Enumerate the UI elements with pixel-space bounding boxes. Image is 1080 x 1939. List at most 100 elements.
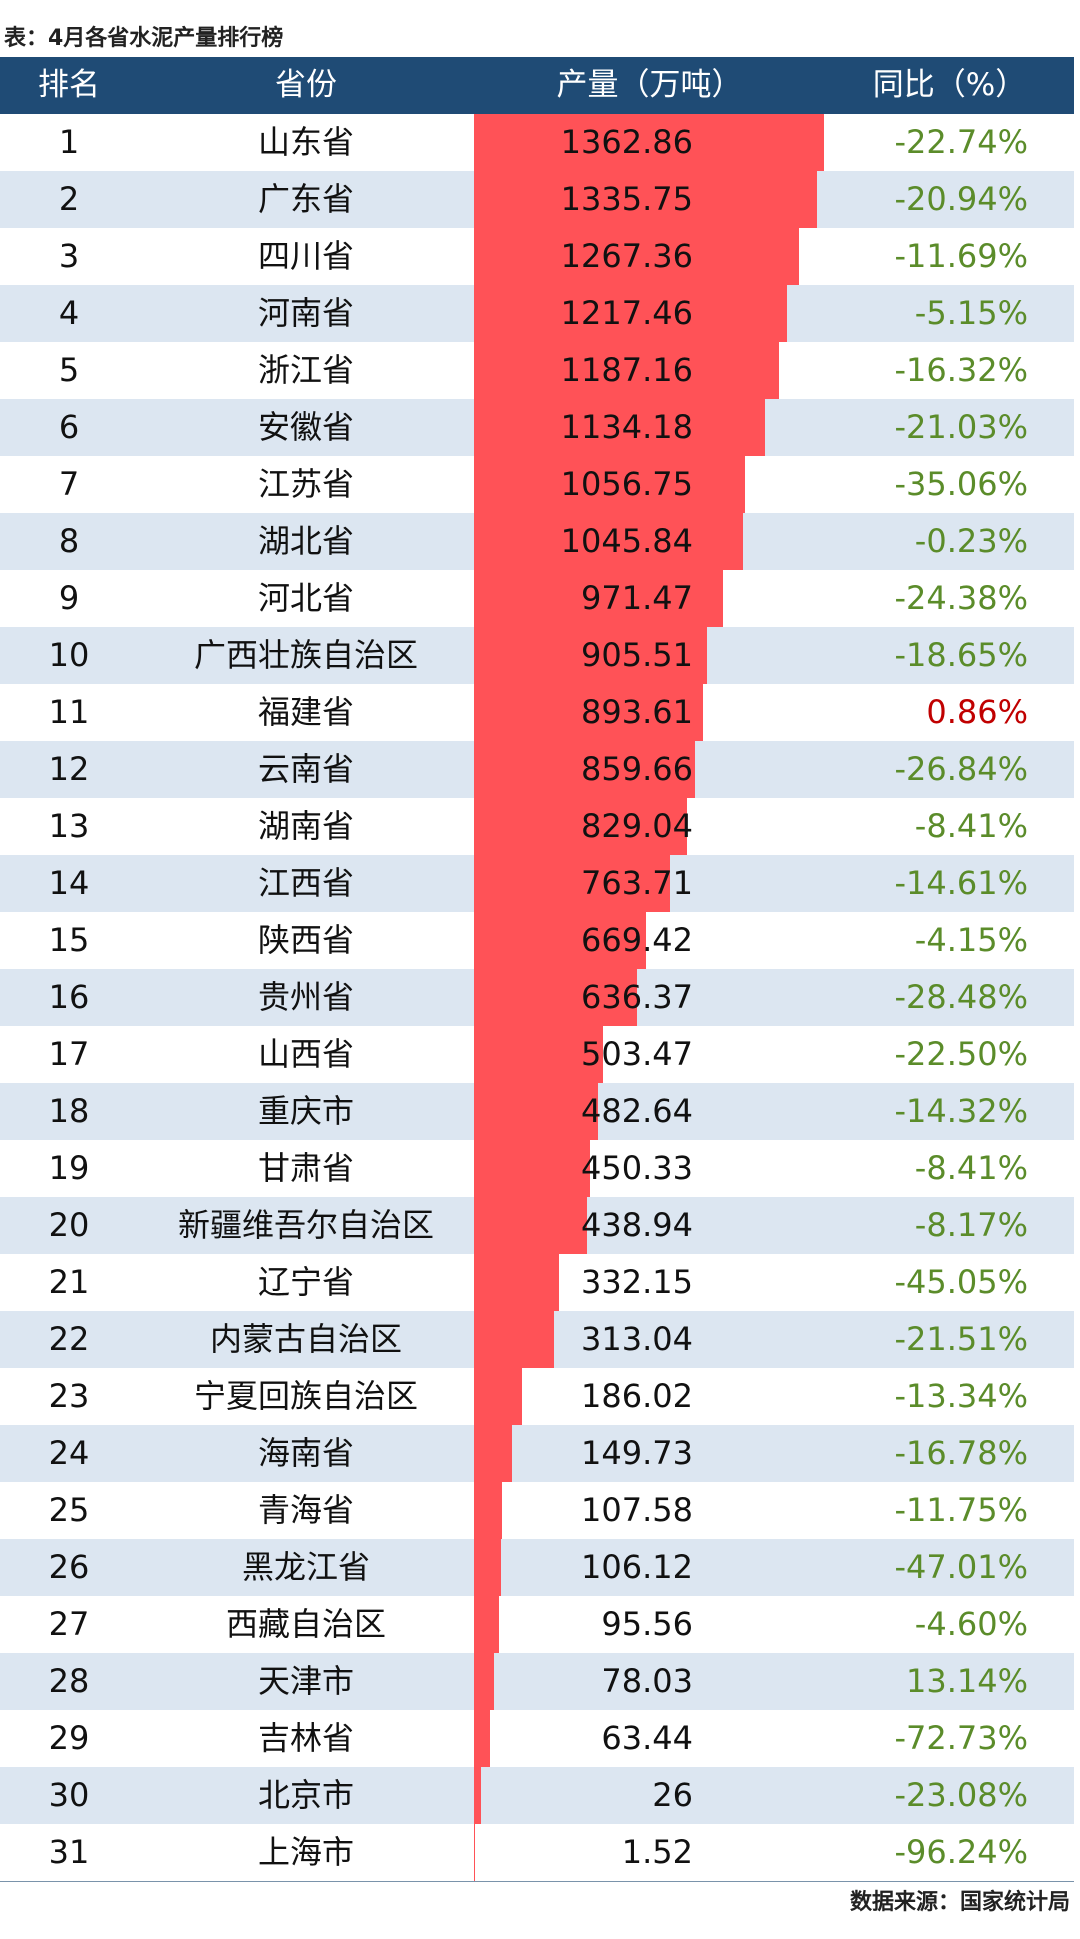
rank-cell: 20	[48, 1206, 90, 1244]
yoy-cell: -26.84%	[894, 750, 1028, 788]
bottom-rule	[0, 1881, 1074, 1882]
rank-cell: 29	[48, 1719, 90, 1757]
source-note: 数据来源：国家统计局	[849, 1890, 1070, 1915]
table-row: 20 新疆维吾尔自治区 438.94 -8.17%	[0, 1197, 1074, 1254]
province-cell: 河南省	[257, 294, 354, 332]
table-row: 26 黑龙江省 106.12 -47.01%	[0, 1539, 1074, 1596]
table-row: 4 河南省 1217.46 -5.15%	[0, 285, 1074, 342]
table-row: 6 安徽省 1134.18 -21.03%	[0, 399, 1074, 456]
province-cell: 甘肃省	[257, 1149, 354, 1187]
yoy-cell: -22.50%	[894, 1035, 1028, 1073]
production-cell: 1.52	[621, 1833, 693, 1871]
table-row: 16 贵州省 636.37 -28.48%	[0, 969, 1074, 1026]
table-row: 7 江苏省 1056.75 -35.06%	[0, 456, 1074, 513]
province-cell: 西藏自治区	[225, 1605, 386, 1643]
production-cell: 1267.36	[560, 237, 693, 275]
rank-cell: 26	[48, 1548, 90, 1586]
rank-cell: 14	[48, 864, 90, 902]
table-row: 10 广西壮族自治区 905.51 -18.65%	[0, 627, 1074, 684]
table-row: 2 广东省 1335.75 -20.94%	[0, 171, 1074, 228]
yoy-cell: -21.03%	[894, 408, 1028, 446]
production-cell: 905.51	[581, 636, 693, 674]
production-bar	[474, 399, 766, 456]
header-cell: 产量（万吨）	[556, 67, 743, 103]
production-bar	[474, 570, 724, 627]
province-cell: 云南省	[257, 750, 354, 788]
production-bar	[474, 1539, 502, 1596]
yoy-cell: -8.41%	[914, 807, 1028, 845]
rank-cell: 28	[48, 1662, 90, 1700]
production-bar	[474, 114, 824, 171]
yoy-cell: -35.06%	[894, 465, 1028, 503]
table-row: 31 上海市 1.52 -96.24%	[0, 1824, 1074, 1881]
rank-cell: 16	[48, 978, 90, 1016]
production-cell: 149.73	[581, 1434, 693, 1472]
production-bar	[474, 855, 671, 912]
table-row: 19 甘肃省 450.33 -8.41%	[0, 1140, 1074, 1197]
production-bar	[474, 627, 707, 684]
production-bar	[474, 741, 695, 798]
province-cell: 贵州省	[257, 978, 354, 1016]
table-row: 9 河北省 971.47 -24.38%	[0, 570, 1074, 627]
production-bar	[474, 456, 746, 513]
rank-cell: 2	[58, 180, 80, 218]
province-cell: 湖北省	[257, 522, 354, 560]
production-cell: 107.58	[581, 1491, 693, 1529]
table-title: 表：4月各省水泥产量排行榜	[4, 26, 284, 51]
table-row: 14 江西省 763.71 -14.61%	[0, 855, 1074, 912]
production-bar	[474, 684, 704, 741]
province-cell: 湖南省	[257, 807, 354, 845]
province-cell: 福建省	[257, 693, 354, 731]
production-bar	[474, 1596, 499, 1653]
province-cell: 天津市	[257, 1662, 354, 1700]
production-cell: 450.33	[581, 1149, 693, 1187]
production-cell: 63.44	[601, 1719, 693, 1757]
yoy-cell: -8.17%	[914, 1206, 1028, 1244]
rank-cell: 8	[58, 522, 80, 560]
yoy-cell: -5.15%	[914, 294, 1028, 332]
yoy-cell: -16.78%	[894, 1434, 1028, 1472]
yoy-cell: -96.24%	[894, 1833, 1028, 1871]
production-bar	[474, 342, 779, 399]
province-cell: 上海市	[257, 1833, 354, 1871]
production-cell: 893.61	[581, 693, 693, 731]
production-cell: 95.56	[601, 1605, 693, 1643]
province-cell: 宁夏回族自治区	[193, 1377, 418, 1415]
table-row: 13 湖南省 829.04 -8.41%	[0, 798, 1074, 855]
rank-cell: 21	[48, 1263, 90, 1301]
province-cell: 黑龙江省	[241, 1548, 370, 1586]
header-cell: 排名	[38, 67, 100, 103]
rank-cell: 11	[48, 693, 90, 731]
rank-cell: 6	[58, 408, 80, 446]
yoy-cell: -23.08%	[894, 1776, 1028, 1814]
production-cell: 1056.75	[560, 465, 693, 503]
production-bar	[474, 1140, 590, 1197]
table-row: 12 云南省 859.66 -26.84%	[0, 741, 1074, 798]
yoy-cell: 0.86%	[926, 693, 1028, 731]
table-row: 24 海南省 149.73 -16.78%	[0, 1425, 1074, 1482]
province-cell: 新疆维吾尔自治区	[177, 1206, 434, 1244]
production-cell: 482.64	[581, 1092, 693, 1130]
production-cell: 26	[652, 1776, 693, 1814]
rank-cell: 4	[58, 294, 80, 332]
production-bar	[474, 1482, 502, 1539]
yoy-cell: -4.15%	[914, 921, 1028, 959]
rank-cell: 22	[48, 1320, 90, 1358]
production-cell: 636.37	[581, 978, 693, 1016]
table-row: 17 山西省 503.47 -22.50%	[0, 1026, 1074, 1083]
yoy-cell: -28.48%	[894, 978, 1028, 1016]
table-row: 30 北京市 26 -23.08%	[0, 1767, 1074, 1824]
table-row: 5 浙江省 1187.16 -16.32%	[0, 342, 1074, 399]
header-cell: 省份	[275, 67, 337, 103]
production-cell: 313.04	[581, 1320, 693, 1358]
production-cell: 186.02	[581, 1377, 693, 1415]
province-cell: 安徽省	[257, 408, 354, 446]
table-row: 21 辽宁省 332.15 -45.05%	[0, 1254, 1074, 1311]
province-cell: 江西省	[257, 864, 354, 902]
table-row: 27 西藏自治区 95.56 -4.60%	[0, 1596, 1074, 1653]
yoy-cell: -11.75%	[894, 1491, 1028, 1529]
yoy-cell: -0.23%	[914, 522, 1028, 560]
header-row: 排名 省份 产量（万吨） 同比（%）	[0, 57, 1074, 114]
production-bar	[474, 1425, 513, 1482]
